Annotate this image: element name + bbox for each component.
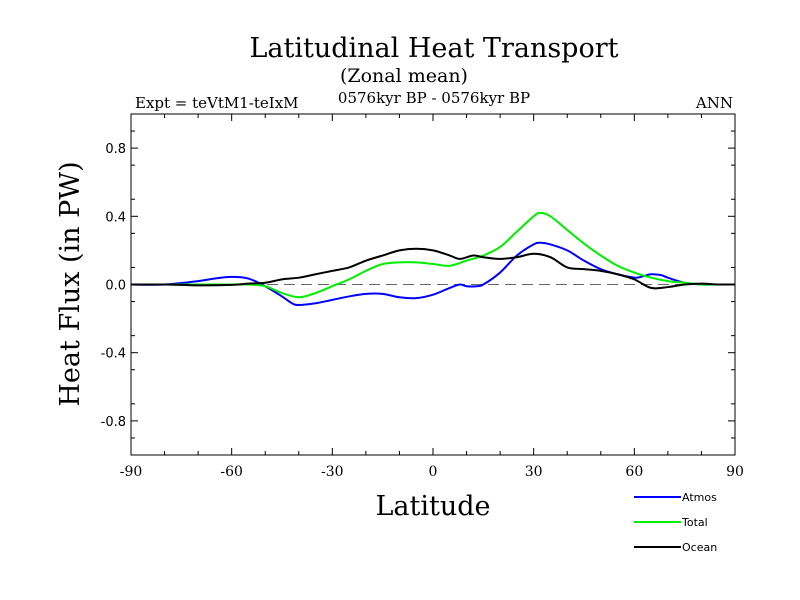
x-tick-label: -30 [321, 464, 344, 480]
season-label: ANN [695, 94, 733, 112]
y-axis-ticks: -0.8 -0.4 0.0 0.4 0.8 [101, 130, 735, 439]
legend-label-ocean: Ocean [682, 541, 717, 554]
x-axis-ticks: -90 -60 -30 0 30 60 90 [120, 114, 744, 480]
x-tick-label: -60 [220, 464, 243, 480]
y-tick-label: 0.8 [105, 142, 126, 157]
x-tick-label: 0 [429, 464, 438, 480]
series-line-atmos [130, 241, 735, 306]
chart-period: 0576kyr BP - 0576kyr BP [338, 89, 530, 107]
series-lines [130, 211, 736, 306]
x-tick-label: 60 [625, 464, 643, 480]
x-axis-label: Latitude [375, 491, 490, 522]
series-line-ocean [130, 247, 736, 290]
experiment-label: Expt = teVtM1-teIxM [135, 94, 299, 112]
y-tick-label: -0.4 [101, 347, 126, 362]
y-tick-label: 0.0 [105, 279, 126, 294]
chart-subtitle: (Zonal mean) [340, 65, 468, 87]
chart-title: Latitudinal Heat Transport [250, 33, 619, 64]
x-tick-label: 30 [525, 464, 543, 480]
legend: Atmos Total Ocean [634, 491, 717, 554]
legend-label-atmos: Atmos [682, 491, 717, 504]
y-axis-label: Heat Flux (in PW) [55, 161, 86, 406]
y-tick-label: 0.4 [105, 210, 126, 225]
legend-label-total: Total [681, 516, 708, 529]
x-tick-label: -90 [120, 464, 143, 480]
x-tick-label: 90 [726, 464, 744, 480]
series-line-total [131, 211, 735, 299]
y-tick-label: -0.8 [101, 415, 126, 430]
